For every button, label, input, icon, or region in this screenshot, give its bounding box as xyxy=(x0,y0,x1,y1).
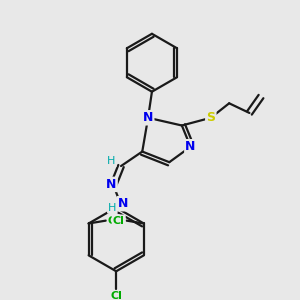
Text: N: N xyxy=(118,197,128,210)
Text: N: N xyxy=(106,178,117,191)
Text: S: S xyxy=(206,111,215,124)
Text: N: N xyxy=(143,111,153,124)
Text: H: H xyxy=(107,156,116,166)
Text: N: N xyxy=(185,140,196,153)
Text: Cl: Cl xyxy=(113,216,124,226)
Text: Cl: Cl xyxy=(110,291,122,300)
Text: H: H xyxy=(108,202,116,213)
Text: Cl: Cl xyxy=(108,216,120,226)
